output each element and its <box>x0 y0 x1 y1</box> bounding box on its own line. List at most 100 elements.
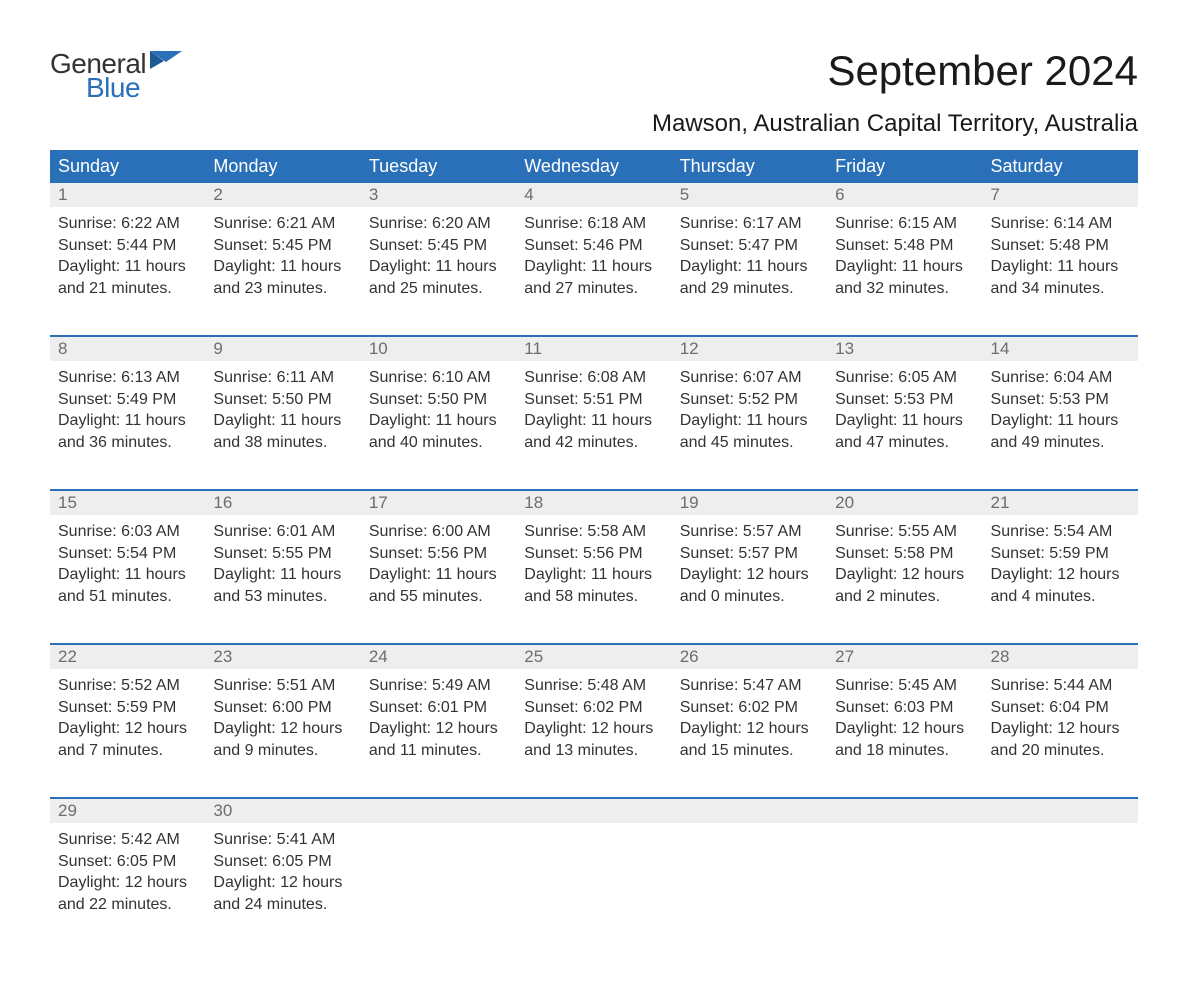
daylight-text: Daylight: 11 hours <box>369 256 508 278</box>
sunset-text: Sunset: 5:48 PM <box>835 235 974 257</box>
day-number-cell: 11 <box>516 337 671 361</box>
day-number-cell: 16 <box>205 491 360 515</box>
day-cell: Sunrise: 6:20 AMSunset: 5:45 PMDaylight:… <box>361 207 516 335</box>
day-content: Sunrise: 5:42 AMSunset: 6:05 PMDaylight:… <box>50 823 205 921</box>
daylight-text: and 23 minutes. <box>213 278 352 300</box>
day-cell: Sunrise: 6:11 AMSunset: 5:50 PMDaylight:… <box>205 361 360 489</box>
day-cell: Sunrise: 6:05 AMSunset: 5:53 PMDaylight:… <box>827 361 982 489</box>
day-number-cell: 20 <box>827 491 982 515</box>
day-number-cell <box>361 799 516 823</box>
day-cell: Sunrise: 6:01 AMSunset: 5:55 PMDaylight:… <box>205 515 360 643</box>
day-cell: Sunrise: 6:04 AMSunset: 5:53 PMDaylight:… <box>983 361 1138 489</box>
daylight-text: and 34 minutes. <box>991 278 1130 300</box>
sunrise-text: Sunrise: 6:01 AM <box>213 521 352 543</box>
day-number-cell <box>672 799 827 823</box>
day-content: Sunrise: 5:55 AMSunset: 5:58 PMDaylight:… <box>827 515 982 613</box>
day-content: Sunrise: 5:52 AMSunset: 5:59 PMDaylight:… <box>50 669 205 767</box>
day-cell: Sunrise: 6:15 AMSunset: 5:48 PMDaylight:… <box>827 207 982 335</box>
sunrise-text: Sunrise: 5:51 AM <box>213 675 352 697</box>
daylight-text: and 36 minutes. <box>58 432 197 454</box>
day-content: Sunrise: 5:54 AMSunset: 5:59 PMDaylight:… <box>983 515 1138 613</box>
daylight-text: Daylight: 11 hours <box>680 256 819 278</box>
day-cell: Sunrise: 5:48 AMSunset: 6:02 PMDaylight:… <box>516 669 671 797</box>
sunrise-text: Sunrise: 6:04 AM <box>991 367 1130 389</box>
daylight-text: and 9 minutes. <box>213 740 352 762</box>
day-cell: Sunrise: 6:13 AMSunset: 5:49 PMDaylight:… <box>50 361 205 489</box>
daylight-text: and 4 minutes. <box>991 586 1130 608</box>
daylight-text: Daylight: 11 hours <box>991 410 1130 432</box>
day-number-cell: 13 <box>827 337 982 361</box>
day-cell: Sunrise: 5:44 AMSunset: 6:04 PMDaylight:… <box>983 669 1138 797</box>
daylight-text: and 45 minutes. <box>680 432 819 454</box>
day-number-cell: 3 <box>361 183 516 207</box>
daylight-text: and 18 minutes. <box>835 740 974 762</box>
sunset-text: Sunset: 5:45 PM <box>213 235 352 257</box>
daylight-text: Daylight: 11 hours <box>835 410 974 432</box>
daylight-text: and 7 minutes. <box>58 740 197 762</box>
daylight-text: Daylight: 11 hours <box>369 410 508 432</box>
sunset-text: Sunset: 5:45 PM <box>369 235 508 257</box>
day-content: Sunrise: 5:41 AMSunset: 6:05 PMDaylight:… <box>205 823 360 921</box>
day-content: Sunrise: 5:51 AMSunset: 6:00 PMDaylight:… <box>205 669 360 767</box>
daylight-text: Daylight: 12 hours <box>58 872 197 894</box>
month-title: September 2024 <box>652 50 1138 92</box>
day-cell: Sunrise: 5:49 AMSunset: 6:01 PMDaylight:… <box>361 669 516 797</box>
day-content: Sunrise: 5:58 AMSunset: 5:56 PMDaylight:… <box>516 515 671 613</box>
header: General Blue September 2024 Mawson, Aust… <box>50 50 1138 138</box>
daylight-text: and 38 minutes. <box>213 432 352 454</box>
day-number-row: 22232425262728 <box>50 645 1138 669</box>
day-cell <box>672 823 827 951</box>
daylight-text: and 58 minutes. <box>524 586 663 608</box>
daylight-text: and 21 minutes. <box>58 278 197 300</box>
weekday-header: Saturday <box>983 150 1138 183</box>
daylight-text: Daylight: 11 hours <box>58 256 197 278</box>
sunrise-text: Sunrise: 6:07 AM <box>680 367 819 389</box>
day-content: Sunrise: 6:11 AMSunset: 5:50 PMDaylight:… <box>205 361 360 459</box>
sunset-text: Sunset: 6:01 PM <box>369 697 508 719</box>
sunrise-text: Sunrise: 6:00 AM <box>369 521 508 543</box>
sunrise-text: Sunrise: 5:41 AM <box>213 829 352 851</box>
daylight-text: Daylight: 11 hours <box>524 564 663 586</box>
sunrise-text: Sunrise: 5:48 AM <box>524 675 663 697</box>
daylight-text: Daylight: 11 hours <box>680 410 819 432</box>
sunset-text: Sunset: 6:00 PM <box>213 697 352 719</box>
day-cell: Sunrise: 6:07 AMSunset: 5:52 PMDaylight:… <box>672 361 827 489</box>
sunrise-text: Sunrise: 5:49 AM <box>369 675 508 697</box>
day-number-cell: 18 <box>516 491 671 515</box>
daylight-text: and 51 minutes. <box>58 586 197 608</box>
sunrise-text: Sunrise: 5:54 AM <box>991 521 1130 543</box>
sunset-text: Sunset: 5:56 PM <box>524 543 663 565</box>
daylight-text: Daylight: 12 hours <box>213 872 352 894</box>
sunrise-text: Sunrise: 6:21 AM <box>213 213 352 235</box>
daylight-text: and 20 minutes. <box>991 740 1130 762</box>
daylight-text: Daylight: 11 hours <box>524 410 663 432</box>
day-content: Sunrise: 6:04 AMSunset: 5:53 PMDaylight:… <box>983 361 1138 459</box>
day-content: Sunrise: 5:47 AMSunset: 6:02 PMDaylight:… <box>672 669 827 767</box>
day-cell <box>361 823 516 951</box>
day-content: Sunrise: 6:20 AMSunset: 5:45 PMDaylight:… <box>361 207 516 305</box>
weekday-header: Sunday <box>50 150 205 183</box>
sunset-text: Sunset: 6:04 PM <box>991 697 1130 719</box>
day-content: Sunrise: 6:07 AMSunset: 5:52 PMDaylight:… <box>672 361 827 459</box>
day-cell: Sunrise: 6:10 AMSunset: 5:50 PMDaylight:… <box>361 361 516 489</box>
daylight-text: Daylight: 11 hours <box>524 256 663 278</box>
day-number-row: 15161718192021 <box>50 491 1138 515</box>
daylight-text: and 49 minutes. <box>991 432 1130 454</box>
daylight-text: and 11 minutes. <box>369 740 508 762</box>
day-number-cell: 27 <box>827 645 982 669</box>
day-cell: Sunrise: 5:58 AMSunset: 5:56 PMDaylight:… <box>516 515 671 643</box>
daylight-text: and 24 minutes. <box>213 894 352 916</box>
daylight-text: Daylight: 12 hours <box>369 718 508 740</box>
sunset-text: Sunset: 5:47 PM <box>680 235 819 257</box>
daylight-text: Daylight: 12 hours <box>835 718 974 740</box>
day-content-row: Sunrise: 6:13 AMSunset: 5:49 PMDaylight:… <box>50 361 1138 489</box>
day-cell: Sunrise: 5:57 AMSunset: 5:57 PMDaylight:… <box>672 515 827 643</box>
day-content: Sunrise: 5:49 AMSunset: 6:01 PMDaylight:… <box>361 669 516 767</box>
day-content: Sunrise: 6:13 AMSunset: 5:49 PMDaylight:… <box>50 361 205 459</box>
day-content: Sunrise: 6:15 AMSunset: 5:48 PMDaylight:… <box>827 207 982 305</box>
day-number-cell: 2 <box>205 183 360 207</box>
day-content-row: Sunrise: 6:03 AMSunset: 5:54 PMDaylight:… <box>50 515 1138 643</box>
day-cell: Sunrise: 5:47 AMSunset: 6:02 PMDaylight:… <box>672 669 827 797</box>
day-content: Sunrise: 6:18 AMSunset: 5:46 PMDaylight:… <box>516 207 671 305</box>
daylight-text: and 29 minutes. <box>680 278 819 300</box>
